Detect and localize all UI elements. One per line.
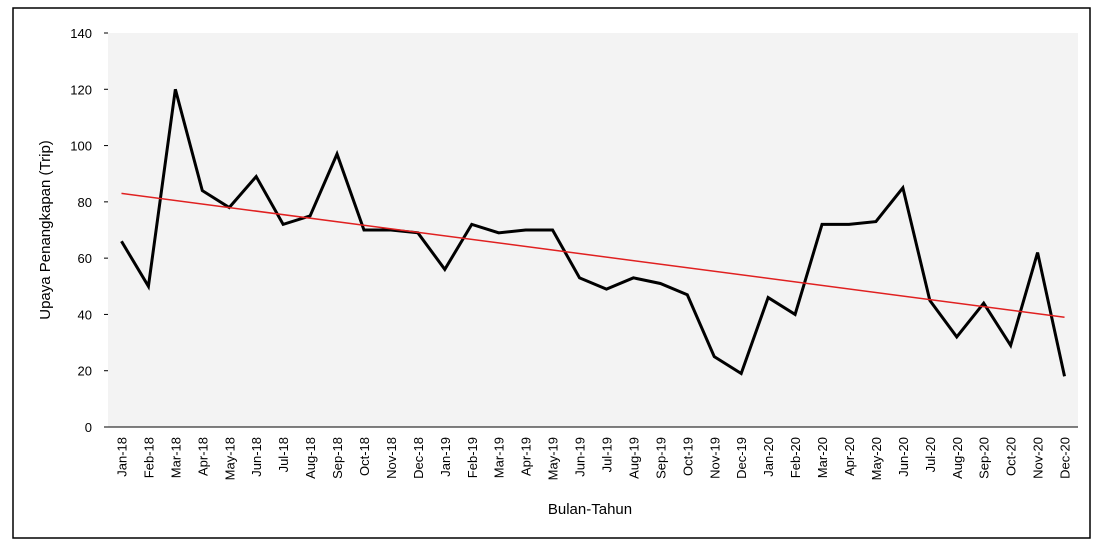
x-tick-label: Dec-18 bbox=[411, 437, 426, 479]
x-tick-label: Dec-20 bbox=[1058, 437, 1073, 479]
x-tick-label: Mar-20 bbox=[815, 437, 830, 478]
x-tick-label: Apr-18 bbox=[195, 437, 210, 476]
x-tick-label: Nov-19 bbox=[707, 437, 722, 479]
x-axis-title: Bulan-Tahun bbox=[548, 501, 632, 518]
x-tick-label: Jun-18 bbox=[249, 437, 264, 477]
x-tick-label: Oct-19 bbox=[680, 437, 695, 476]
x-tick-label: Jun-20 bbox=[896, 437, 911, 477]
x-tick-label: Jul-19 bbox=[599, 437, 614, 472]
x-tick-label: Jul-18 bbox=[276, 437, 291, 472]
x-tick-label: Jul-20 bbox=[923, 437, 938, 472]
x-tick-label: Jun-19 bbox=[573, 437, 588, 477]
x-tick-label: Sep-18 bbox=[330, 437, 345, 479]
y-tick-label: 20 bbox=[78, 364, 92, 379]
x-tick-label: Jan-18 bbox=[114, 437, 129, 477]
x-tick-label: Mar-18 bbox=[168, 437, 183, 478]
trend-line bbox=[121, 192, 1065, 318]
x-tick-label: Feb-20 bbox=[788, 437, 803, 478]
x-tick-label: Aug-19 bbox=[626, 437, 641, 479]
x-tick-label: Sep-19 bbox=[653, 437, 668, 479]
y-tick-label: 100 bbox=[70, 139, 92, 154]
x-tick-label: Nov-20 bbox=[1031, 437, 1046, 479]
x-tick-label: Dec-19 bbox=[734, 437, 749, 479]
y-tick-label: 80 bbox=[78, 195, 92, 210]
y-axis-title: Upaya Penangkapan (Trip) bbox=[37, 140, 54, 320]
x-tick-label: Jan-20 bbox=[761, 437, 776, 477]
plot-area bbox=[108, 33, 1078, 427]
x-tick-label: Feb-19 bbox=[465, 437, 480, 478]
x-tick-label: Oct-18 bbox=[357, 437, 372, 476]
x-tick-label: Sep-20 bbox=[977, 437, 992, 479]
x-tick-label: May-20 bbox=[869, 437, 884, 480]
data-line bbox=[120, 88, 1066, 377]
x-tick-label: Nov-18 bbox=[384, 437, 399, 479]
x-tick-label: May-19 bbox=[546, 437, 561, 480]
x-tick-label: Apr-19 bbox=[519, 437, 534, 476]
y-tick-label: 40 bbox=[78, 307, 92, 322]
y-tick-label: 140 bbox=[70, 26, 92, 41]
x-tick-label: Mar-19 bbox=[492, 437, 507, 478]
y-tick-label: 60 bbox=[78, 251, 92, 266]
x-tick-label: Oct-20 bbox=[1004, 437, 1019, 476]
x-tick-label: Jan-19 bbox=[438, 437, 453, 477]
x-tick-label: Apr-20 bbox=[842, 437, 857, 476]
y-tick-label: 120 bbox=[70, 82, 92, 97]
y-tick-label: 0 bbox=[85, 420, 92, 435]
x-tick-label: Aug-18 bbox=[303, 437, 318, 479]
x-tick-label: May-18 bbox=[222, 437, 237, 480]
x-tick-label: Feb-18 bbox=[141, 437, 156, 478]
x-tick-label: Aug-20 bbox=[950, 437, 965, 479]
